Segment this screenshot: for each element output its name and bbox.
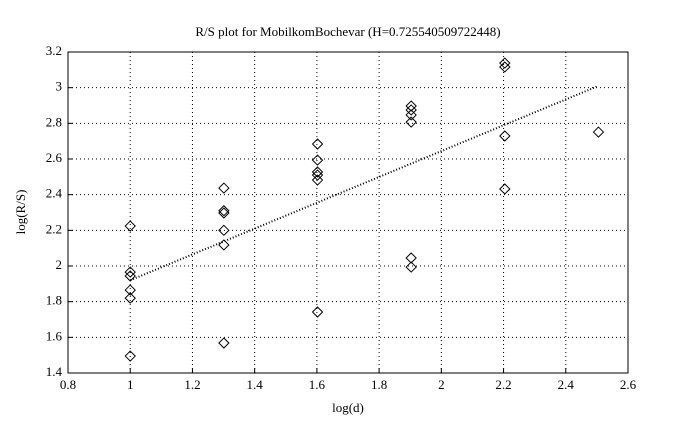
scatter-point [499, 57, 511, 69]
scatter-point [124, 266, 136, 278]
scatter-point [405, 109, 417, 121]
x-tick-label: 1.8 [371, 377, 387, 392]
scatter-point [124, 270, 136, 282]
y-tick-label: 1.6 [46, 328, 63, 343]
y-tick-label: 3.2 [46, 43, 62, 58]
x-axis-label: log(d) [332, 400, 364, 415]
scatter-point [124, 292, 136, 304]
y-tick-label: 2.2 [46, 221, 62, 236]
scatter-point [218, 224, 230, 237]
scatter-point [218, 239, 230, 251]
scatter-point [311, 166, 324, 178]
scatter-point [405, 252, 417, 264]
x-tick-label: 2 [438, 377, 445, 392]
scatter-point [124, 220, 136, 232]
scatter-point [218, 337, 230, 349]
x-tick-label: 1.4 [247, 377, 264, 392]
y-tick-label: 1.8 [46, 293, 62, 308]
y-tick-label: 3 [56, 79, 63, 94]
scatter-point [218, 205, 230, 217]
scatter-point [218, 207, 230, 219]
x-tick-label: 1.2 [184, 377, 200, 392]
scatter-point [218, 182, 230, 194]
y-tick-label: 1.4 [46, 364, 63, 379]
y-tick-label: 2.6 [46, 150, 63, 165]
scatter-point [311, 154, 324, 166]
scatter-point [124, 350, 136, 362]
scatter-point [124, 284, 136, 296]
scatter-point [499, 61, 511, 73]
x-tick-label: 1.6 [309, 377, 326, 392]
y-tick-label: 2 [56, 257, 63, 272]
x-tick-label: 1 [127, 377, 134, 392]
fit-line [129, 84, 599, 282]
scatter-point [405, 116, 417, 128]
scatter-point [499, 130, 511, 142]
y-tick-label: 2.8 [46, 114, 62, 129]
x-tick-label: 0.8 [60, 377, 76, 392]
scatter-point [311, 169, 324, 181]
scatter-point [311, 174, 324, 186]
x-tick-label: 2.4 [558, 377, 575, 392]
scatter-point [311, 138, 324, 150]
chart-title: R/S plot for MobilkomBochevar (H=0.72554… [195, 24, 500, 39]
plot-frame [67, 51, 629, 374]
scatter-point [405, 104, 417, 116]
y-tick-label: 2.4 [46, 186, 63, 201]
x-tick-label: 2.2 [495, 377, 511, 392]
scatter-point [405, 261, 417, 273]
scatter-point [311, 306, 324, 318]
scatter-point [499, 183, 511, 195]
y-axis-label: log(R/S) [13, 190, 28, 235]
scatter-point [405, 100, 417, 112]
scatter-point [592, 126, 605, 138]
x-tick-label: 2.6 [620, 377, 637, 392]
